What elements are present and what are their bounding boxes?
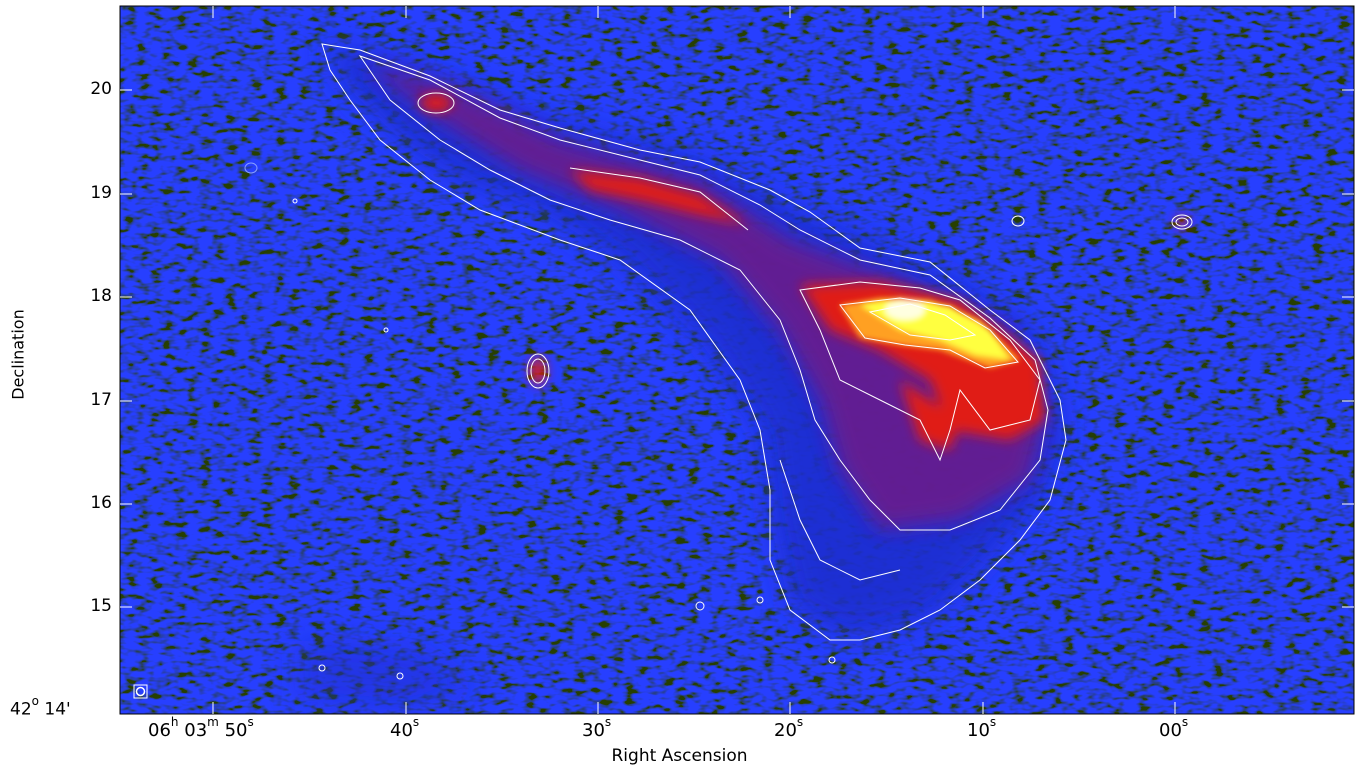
x-tick-label: 10s xyxy=(967,715,997,741)
plot-frame xyxy=(119,5,1355,715)
x-tick-label: 20s xyxy=(774,715,804,741)
y-tick-label: 16 xyxy=(90,493,112,513)
y-tick-label: 18 xyxy=(90,286,112,306)
y-axis-label: Declination xyxy=(8,309,28,400)
y-tick-label: 17 xyxy=(90,390,112,410)
purple-emission xyxy=(360,60,1045,530)
x-tick-label: 30s xyxy=(582,715,612,741)
x-tick-label: 40s xyxy=(390,715,420,741)
tick-marks xyxy=(120,6,1354,714)
beam-ellipse xyxy=(133,684,148,699)
y-tick-label: 20 xyxy=(90,79,112,99)
contours xyxy=(244,43,1193,680)
x-tick-label-first: 06h 03m 50s xyxy=(148,715,254,741)
x-axis-label: Right Ascension xyxy=(611,746,748,766)
x-tick-label: 00s xyxy=(1159,715,1189,741)
yellow-core xyxy=(840,298,1020,368)
y-tick-label: 15 xyxy=(90,596,112,616)
y-tick-label: 19 xyxy=(90,183,112,203)
y-tick-label-first: 42o 14' xyxy=(10,694,71,720)
